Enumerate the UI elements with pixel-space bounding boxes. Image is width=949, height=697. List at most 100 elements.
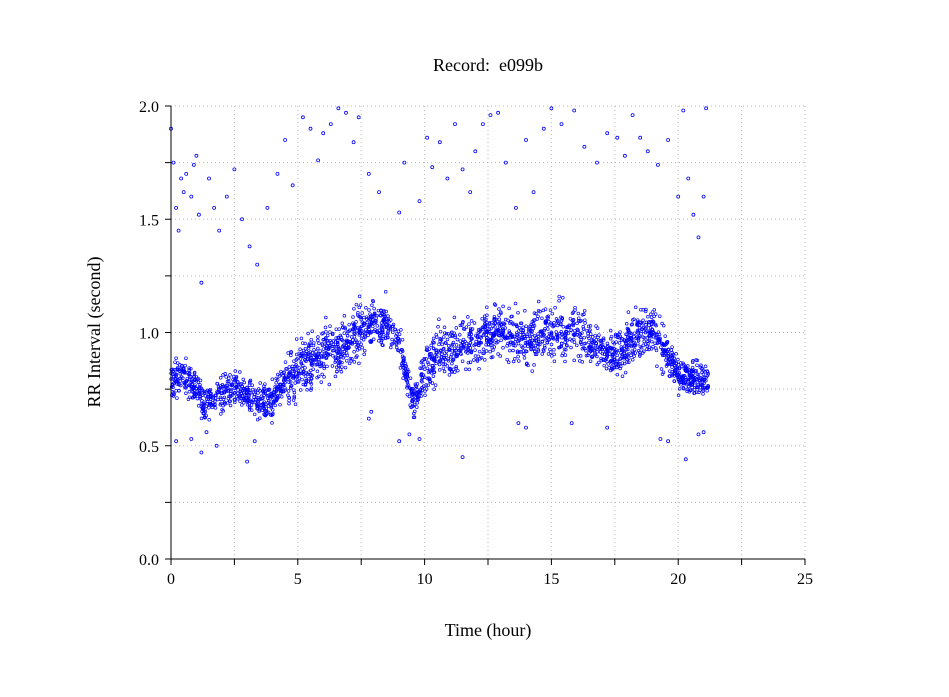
- data-point: [270, 377, 275, 382]
- data-point: [576, 354, 581, 358]
- data-point: [230, 383, 235, 387]
- data-point: [352, 306, 356, 311]
- data-point: [679, 361, 683, 365]
- data-point: [446, 331, 451, 336]
- data-point: [283, 376, 287, 381]
- data-point: [582, 335, 586, 340]
- data-point: [171, 160, 176, 165]
- data-point: [601, 345, 606, 349]
- data-point: [415, 388, 419, 392]
- data-point: [501, 346, 505, 350]
- data-point: [256, 387, 261, 391]
- data-point: [325, 333, 330, 338]
- data-point: [677, 371, 681, 375]
- data-point: [513, 357, 517, 361]
- data-point: [292, 394, 296, 399]
- data-point: [468, 341, 473, 345]
- data-point: [336, 363, 341, 368]
- data-point: [469, 336, 473, 340]
- data-point: [630, 322, 635, 326]
- data-point: [312, 348, 316, 352]
- data-point: [693, 383, 697, 387]
- data-point: [686, 364, 690, 368]
- data-point: [292, 390, 297, 395]
- data-point: [579, 318, 583, 323]
- data-point: [635, 321, 640, 325]
- data-point: [342, 331, 347, 335]
- data-point: [540, 340, 545, 344]
- data-point: [445, 364, 449, 368]
- data-point: [479, 355, 484, 360]
- data-point: [437, 368, 442, 372]
- data-point: [481, 333, 486, 337]
- data-point: [358, 303, 363, 307]
- data-point: [419, 360, 424, 365]
- data-point: [636, 341, 640, 346]
- data-point: [236, 380, 240, 385]
- data-point: [643, 309, 648, 314]
- data-point: [197, 390, 201, 395]
- data-point: [637, 323, 642, 327]
- data-point: [629, 323, 634, 327]
- data-point: [320, 351, 324, 355]
- data-point: [491, 324, 495, 328]
- data-point: [540, 352, 544, 356]
- data-point: [695, 372, 700, 376]
- data-point: [266, 398, 271, 403]
- data-point: [360, 311, 364, 315]
- data-point: [350, 357, 354, 361]
- data-point: [402, 355, 406, 360]
- data-point: [189, 437, 194, 441]
- data-point: [485, 335, 489, 340]
- data-point: [301, 382, 306, 387]
- data-point: [659, 367, 664, 371]
- data-point: [705, 369, 710, 373]
- data-point: [498, 334, 502, 338]
- data-point: [218, 376, 223, 380]
- data-point: [694, 385, 699, 390]
- data-point: [543, 327, 547, 331]
- data-point: [635, 328, 640, 333]
- data-point: [426, 383, 430, 388]
- data-point: [633, 343, 637, 348]
- data-point: [587, 336, 591, 340]
- data-point: [590, 355, 594, 359]
- data-point: [612, 357, 617, 362]
- data-point: [630, 113, 635, 117]
- data-point: [437, 140, 442, 145]
- data-point: [469, 319, 474, 323]
- data-point: [561, 325, 566, 329]
- data-point: [557, 294, 561, 299]
- data-point: [331, 342, 335, 347]
- data-point: [435, 348, 439, 352]
- data-point: [267, 393, 271, 397]
- data-point: [386, 335, 390, 340]
- data-point: [563, 333, 567, 337]
- data-point: [493, 321, 497, 326]
- data-point: [567, 325, 571, 330]
- data-point: [531, 326, 535, 331]
- data-point: [176, 228, 181, 233]
- data-point: [534, 352, 539, 357]
- data-point: [523, 341, 528, 345]
- data-point: [173, 368, 177, 372]
- data-point: [382, 312, 386, 317]
- data-point: [449, 352, 454, 357]
- data-point: [405, 371, 409, 376]
- data-point: [686, 384, 691, 389]
- data-point: [432, 370, 436, 374]
- data-point: [279, 389, 283, 393]
- data-point: [581, 325, 585, 329]
- data-point: [664, 364, 669, 368]
- data-point: [311, 367, 315, 371]
- data-point: [350, 342, 355, 346]
- data-point: [644, 307, 648, 312]
- data-point: [543, 307, 548, 311]
- data-point: [340, 360, 344, 365]
- data-point: [563, 353, 568, 357]
- data-point: [299, 336, 304, 341]
- data-point: [434, 333, 438, 337]
- data-point: [483, 330, 487, 335]
- data-point: [551, 337, 556, 341]
- data-point: [419, 372, 424, 377]
